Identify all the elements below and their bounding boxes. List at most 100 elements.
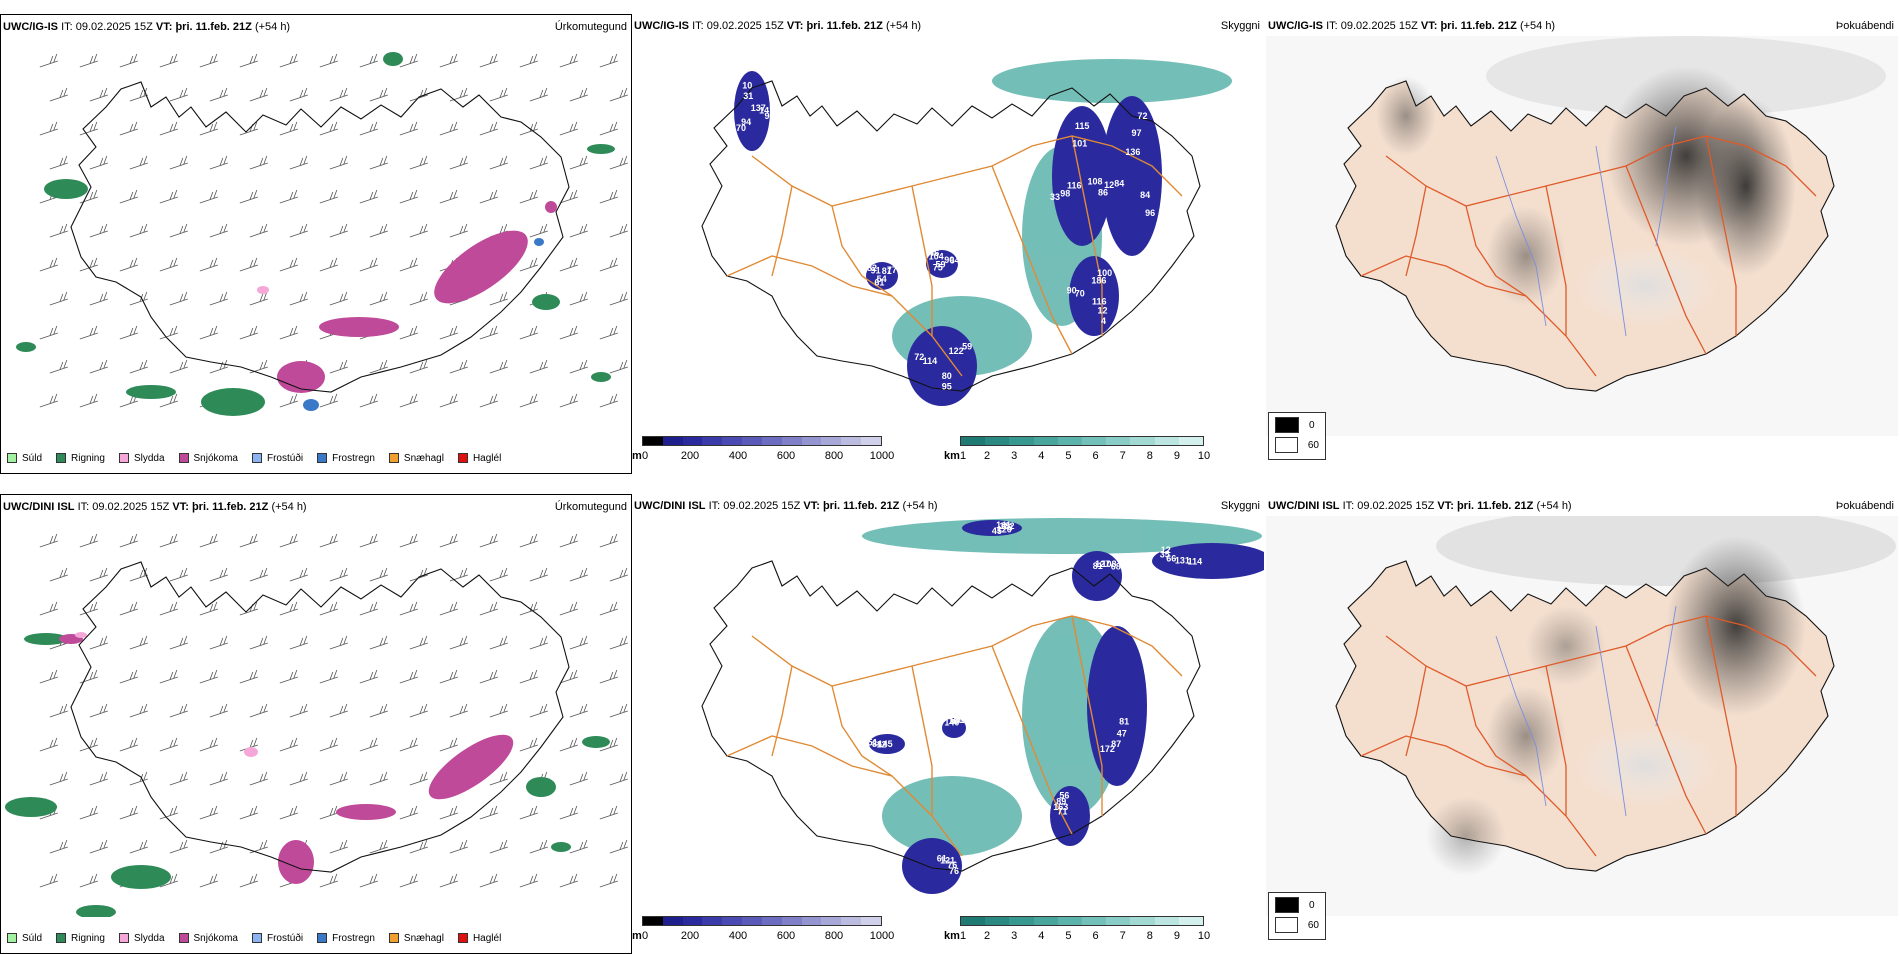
wind-barb [599, 393, 618, 408]
visibility-label: 81 [1093, 561, 1103, 571]
visibility-label: 84 [872, 739, 882, 749]
model-name: UWC/DINI ISL [3, 501, 75, 513]
visibility-label: 89 [1056, 796, 1066, 806]
colorbar-step [1009, 437, 1034, 445]
wind-barb [559, 601, 578, 616]
wind-barb [319, 53, 338, 68]
wind-barb [159, 737, 178, 752]
road [1625, 165, 1707, 355]
wind-barb [159, 53, 178, 68]
wind-barb [489, 635, 508, 650]
wind-barb [559, 53, 578, 68]
wind-barb [239, 325, 258, 340]
wind-barb [359, 53, 378, 68]
wind-barb [39, 393, 58, 408]
wind-barb [559, 393, 578, 408]
wind-barb [449, 703, 468, 718]
visibility-label: 59 [962, 342, 972, 352]
wind-barb [159, 325, 178, 340]
wind-barb [169, 703, 188, 718]
colorbar-tick: 400 [728, 450, 748, 462]
wind-barb [279, 257, 298, 272]
colorbar-step [841, 917, 862, 925]
legend-label: Rigning [71, 452, 105, 464]
colorbar-tick: 9 [1173, 450, 1180, 462]
wind-barb [569, 359, 588, 374]
colorbar-step [702, 437, 723, 445]
wind-barb [329, 155, 348, 170]
wind-barb [369, 291, 388, 306]
visibility-labels: 141 114 81 81 71 61 145 140 132 131 127 47 163 121 12 1… [868, 520, 1203, 876]
colorbar-tick: 2 [984, 450, 991, 462]
wind-barb [449, 87, 468, 102]
legend-swatch [7, 933, 17, 943]
visibility-label: 108 [1101, 559, 1116, 569]
legend-label: Frostregn [332, 932, 375, 944]
wind-barb [159, 257, 178, 272]
colorbar-tick: 8 [1146, 930, 1153, 942]
init-time: 09.02.2025 15Z [723, 500, 801, 512]
road [991, 645, 1073, 835]
colorbar-step [1154, 437, 1179, 445]
wind-barb [249, 223, 268, 238]
wind-barb [279, 189, 298, 204]
wind-barb [399, 805, 418, 820]
wind-barb [209, 87, 228, 102]
wind-barb [479, 189, 498, 204]
wind-barb [169, 839, 188, 854]
wind-barb [329, 635, 348, 650]
wind-barb [439, 601, 458, 616]
road [771, 185, 793, 277]
snow-areas [277, 201, 557, 393]
iceland-outline [70, 561, 570, 873]
legend-swatch [457, 933, 468, 943]
visibility-label: 120 [997, 524, 1012, 534]
wind-barb [569, 87, 588, 102]
wind-barb [89, 771, 108, 786]
colorbar-tick: 600 [776, 450, 796, 462]
wind-barb [599, 737, 618, 752]
valid-time: þri. 11.feb. 21Z [175, 21, 252, 33]
visibility-label: 75 [933, 263, 943, 273]
init-time: 09.02.2025 15Z [1340, 20, 1418, 32]
road [1385, 615, 1817, 687]
wind-barb [39, 53, 58, 68]
roads [726, 135, 1183, 377]
road [911, 185, 933, 336]
colorbar-step [1033, 437, 1058, 445]
wind-barb [129, 223, 148, 238]
wind-barb [559, 533, 578, 548]
colorbar-tick: 4 [1038, 450, 1045, 462]
colorbar-step [1178, 917, 1204, 925]
visibility-label: 116 [1067, 180, 1082, 190]
wind-barb [519, 873, 538, 888]
wind-barb [289, 567, 308, 582]
wind-barb [569, 567, 588, 582]
fog-legend-label: 0 [1309, 899, 1315, 911]
colorbar-step [722, 437, 743, 445]
wind-barb [489, 839, 508, 854]
visibility-label: 131 [1175, 556, 1190, 566]
colorbar-tick: 8 [1146, 450, 1153, 462]
roads [1360, 135, 1817, 377]
wind-barb [559, 669, 578, 684]
wind-barb [359, 121, 378, 136]
wind-barb [479, 669, 498, 684]
wind-barb [519, 121, 538, 136]
colorbar-step [861, 437, 881, 445]
visibility-label: 101 [1072, 138, 1087, 148]
colorbar-tick: 400 [728, 930, 748, 942]
wind-barb [169, 567, 188, 582]
wind-barb [489, 771, 508, 786]
fog-legend-label: 60 [1307, 919, 1319, 931]
colorbar-step [985, 917, 1010, 925]
wind-barb [119, 533, 138, 548]
panel-header: UWC/IG-IS IT: 09.02.2025 15Z VT: þri. 11… [3, 21, 291, 33]
wind-barb [569, 703, 588, 718]
wind-barb [599, 189, 618, 204]
panel-title: Þokuábendi [1835, 20, 1894, 32]
panel-title: Þokuábendi [1835, 500, 1894, 512]
visibility-label: 114 [923, 356, 938, 366]
legend-item: Snæhagl [388, 931, 444, 945]
visibility-label: 145 [878, 739, 893, 749]
